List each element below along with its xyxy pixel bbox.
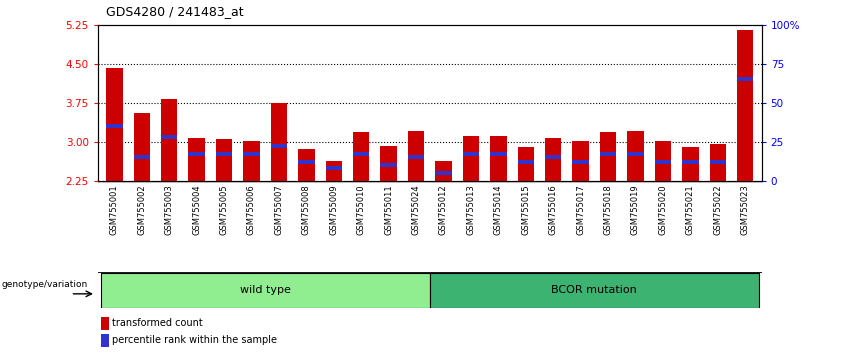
Text: percentile rank within the sample: percentile rank within the sample <box>112 335 277 346</box>
Bar <box>517 160 534 164</box>
Text: GSM755022: GSM755022 <box>713 184 722 235</box>
Text: GSM755003: GSM755003 <box>165 184 174 235</box>
Bar <box>545 138 562 181</box>
Bar <box>408 155 425 159</box>
Text: GSM755002: GSM755002 <box>137 184 146 235</box>
Text: wild type: wild type <box>240 285 291 295</box>
Bar <box>298 160 315 164</box>
Bar <box>463 136 479 181</box>
Bar <box>298 149 315 181</box>
Bar <box>134 155 150 159</box>
Bar <box>243 152 260 156</box>
Bar <box>161 98 177 181</box>
Bar <box>216 139 232 181</box>
Bar <box>627 152 643 156</box>
Bar <box>435 161 452 181</box>
Bar <box>545 155 562 159</box>
Text: GDS4280 / 241483_at: GDS4280 / 241483_at <box>106 5 244 18</box>
Bar <box>134 113 150 181</box>
Bar <box>326 161 342 181</box>
Text: BCOR mutation: BCOR mutation <box>551 285 637 295</box>
Bar <box>271 144 287 148</box>
Bar <box>243 141 260 181</box>
Bar <box>106 68 123 181</box>
Bar <box>710 160 726 164</box>
Bar <box>188 138 205 181</box>
Bar <box>435 171 452 175</box>
Text: genotype/variation: genotype/variation <box>2 280 89 290</box>
Bar <box>216 152 232 156</box>
Bar <box>380 146 397 181</box>
Bar <box>326 166 342 170</box>
Bar <box>737 30 753 181</box>
Text: GSM755020: GSM755020 <box>659 184 667 235</box>
Text: GSM755014: GSM755014 <box>494 184 503 235</box>
Bar <box>490 136 506 181</box>
Bar <box>353 132 369 181</box>
Bar <box>100 273 430 308</box>
Text: GSM755012: GSM755012 <box>439 184 448 235</box>
Text: GSM755021: GSM755021 <box>686 184 694 235</box>
Text: GSM755016: GSM755016 <box>549 184 557 235</box>
Text: GSM755011: GSM755011 <box>384 184 393 235</box>
Text: GSM755001: GSM755001 <box>110 184 119 235</box>
Bar <box>188 152 205 156</box>
Bar <box>353 152 369 156</box>
Bar <box>627 131 643 181</box>
Bar <box>161 135 177 139</box>
Bar <box>737 78 753 81</box>
Bar <box>573 141 589 181</box>
Text: GSM755007: GSM755007 <box>274 184 283 235</box>
Bar <box>463 152 479 156</box>
Bar <box>430 273 759 308</box>
Bar <box>106 124 123 128</box>
Bar <box>683 160 699 164</box>
Bar <box>710 144 726 181</box>
Text: GSM755010: GSM755010 <box>357 184 366 235</box>
Bar <box>654 160 671 164</box>
Bar <box>600 132 616 181</box>
Bar <box>517 147 534 181</box>
Text: GSM755023: GSM755023 <box>740 184 750 235</box>
Text: GSM755024: GSM755024 <box>412 184 420 235</box>
Bar <box>490 152 506 156</box>
Bar <box>600 152 616 156</box>
Bar <box>380 163 397 167</box>
Text: GSM755005: GSM755005 <box>220 184 229 235</box>
Bar <box>271 103 287 181</box>
Bar <box>408 131 425 181</box>
Bar <box>683 147 699 181</box>
Text: GSM755013: GSM755013 <box>466 184 476 235</box>
Bar <box>101 334 109 347</box>
Bar <box>654 141 671 181</box>
Bar <box>101 316 109 330</box>
Text: GSM755006: GSM755006 <box>247 184 256 235</box>
Text: transformed count: transformed count <box>112 318 203 328</box>
Text: GSM755019: GSM755019 <box>631 184 640 235</box>
Text: GSM755004: GSM755004 <box>192 184 201 235</box>
Text: GSM755017: GSM755017 <box>576 184 585 235</box>
Text: GSM755018: GSM755018 <box>603 184 613 235</box>
Text: GSM755009: GSM755009 <box>329 184 338 235</box>
Bar <box>573 160 589 164</box>
Text: GSM755015: GSM755015 <box>522 184 530 235</box>
Text: GSM755008: GSM755008 <box>302 184 311 235</box>
